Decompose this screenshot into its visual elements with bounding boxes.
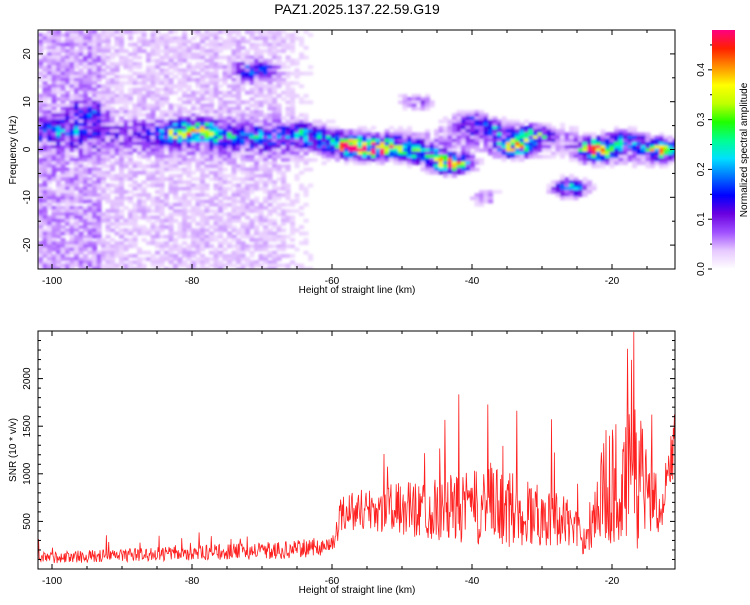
y-tick-label: -10 <box>22 190 33 205</box>
snr-plot-area <box>38 331 675 569</box>
snr-series-line <box>38 331 675 564</box>
snr-y-axis-label: SNR (10 * v/v) <box>8 418 19 482</box>
snr-frame <box>37 330 676 570</box>
x-tick-label: -100 <box>42 276 62 287</box>
y-tick-label: 500 <box>22 513 33 530</box>
snr-x-axis-label: Height of straight line (km) <box>299 585 416 596</box>
x-tick-label: -80 <box>185 576 200 587</box>
y-tick-label: 1500 <box>22 415 33 438</box>
colorbar-tick-label: 0.1 <box>696 212 707 226</box>
y-tick-label: 10 <box>22 96 33 108</box>
figure-title: PAZ1.2025.137.22.59.G19 <box>274 1 440 17</box>
y-tick-label: 20 <box>22 48 33 60</box>
colorbar-tick-label: 0.3 <box>696 112 707 126</box>
colorbar-gradient <box>712 30 735 269</box>
spectrogram-x-ticks: -100 -80 -60 -40 -20 <box>42 30 648 287</box>
y-tick-label: 1000 <box>22 462 33 485</box>
colorbar-label: Normalized spectral amplitude <box>739 82 750 217</box>
x-tick-label: -40 <box>465 276 480 287</box>
y-tick-label: -20 <box>22 237 33 252</box>
spectrogram-y-axis-label: Frequency (Hz) <box>8 116 19 185</box>
colorbar: 0.0 0.1 0.2 0.3 0.4 Normalized spectral ampl… <box>696 30 750 276</box>
y-tick-label: 0 <box>22 146 33 152</box>
snr-panel: -100 -80 -60 -40 -20 500 1000 1500 2000 Height … <box>8 330 676 596</box>
x-tick-label: -80 <box>185 276 200 287</box>
x-tick-label: -40 <box>465 576 480 587</box>
x-tick-label: -60 <box>325 276 340 287</box>
snr-y-ticks: 500 1000 1500 2000 <box>22 330 675 570</box>
colorbar-tick-label: 0.0 <box>696 262 707 276</box>
colorbar-tick-label: 0.4 <box>696 62 707 76</box>
spectrogram-heatmap <box>38 30 675 269</box>
x-tick-label: -60 <box>325 576 340 587</box>
spectrogram-y-ticks: -20 -10 0 10 20 <box>22 29 675 270</box>
x-tick-label: -20 <box>605 276 620 287</box>
spectrogram-x-axis-label: Height of straight line (km) <box>299 285 416 296</box>
colorbar-tick-label: 0.2 <box>696 162 707 176</box>
snr-x-ticks: -100 -80 -60 -40 -20 <box>42 331 648 587</box>
x-tick-label: -20 <box>605 576 620 587</box>
y-tick-label: 2000 <box>22 367 33 390</box>
colorbar-ticks: 0.0 0.1 0.2 0.3 0.4 <box>696 44 712 276</box>
x-tick-label: -100 <box>42 576 62 587</box>
